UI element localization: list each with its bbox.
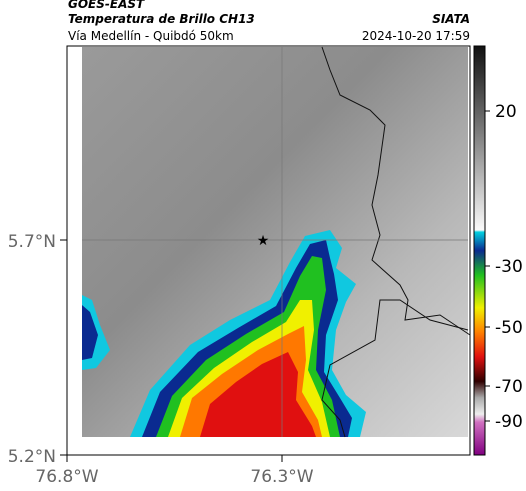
colorbar-label: 20 bbox=[495, 102, 517, 122]
y-tick-label: 5.7°N bbox=[8, 232, 56, 252]
timestamp: 2024-10-20 17:59 bbox=[362, 29, 470, 43]
colorbar-label: -70 bbox=[495, 377, 523, 397]
site-marker: ★ bbox=[257, 233, 270, 249]
colorbar-label: -90 bbox=[495, 412, 523, 432]
colorbar bbox=[473, 45, 486, 456]
y-tick-label: 5.2°N bbox=[8, 447, 56, 467]
x-tick-label: 76.8°W bbox=[35, 467, 98, 487]
colorbar-label: -30 bbox=[495, 257, 523, 277]
title: GOES-EAST bbox=[68, 0, 145, 11]
subtitle: Temperatura de Brillo CH13 bbox=[68, 12, 255, 26]
cloud-top bbox=[82, 230, 366, 437]
x-tick-label: 76.3°W bbox=[250, 467, 313, 487]
borders bbox=[321, 46, 471, 438]
colorbar-label: -50 bbox=[495, 318, 523, 338]
location: Vía Medellín - Quibdó 50km bbox=[68, 29, 234, 43]
source: SIATA bbox=[432, 12, 470, 26]
